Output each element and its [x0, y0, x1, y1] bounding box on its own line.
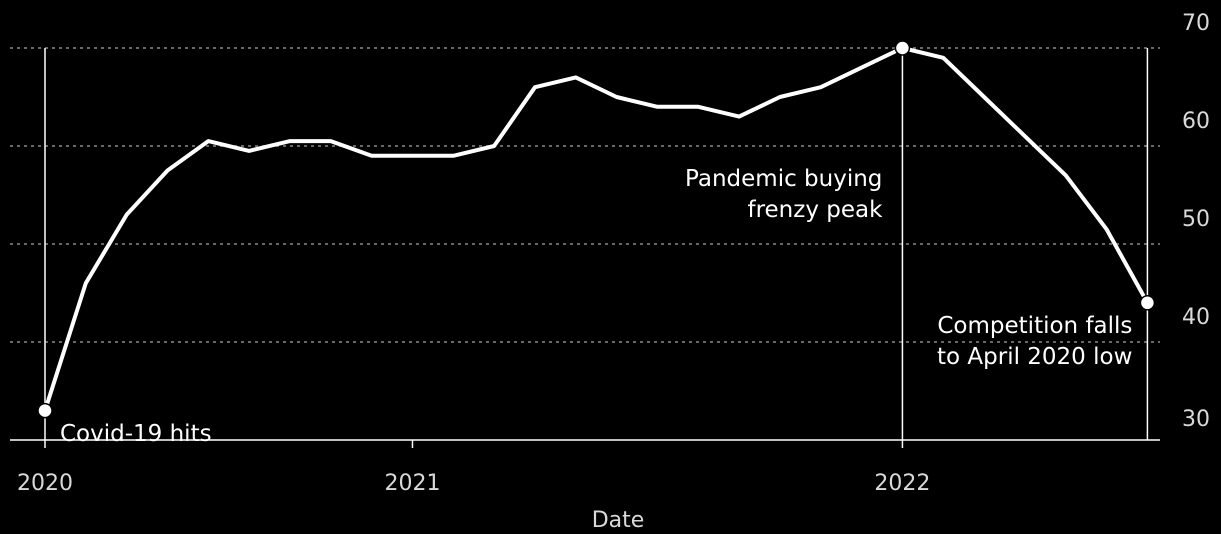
- annotation-text: Covid-19 hits: [60, 421, 212, 447]
- gridlines: [10, 47, 1160, 343]
- data-point-marker: [1139, 295, 1156, 311]
- y-tick-label: 50: [1182, 207, 1210, 232]
- annotation-text: to April 2020 low: [937, 344, 1132, 370]
- annotations: Covid-19 hits Pandemic buying frenzy peak C…: [60, 166, 1132, 447]
- x-tick-label: 2021: [384, 471, 440, 496]
- y-tick-label: 60: [1182, 109, 1210, 134]
- x-tick-label: 2022: [874, 471, 930, 496]
- markers: [37, 40, 1156, 419]
- y-tick-label: 40: [1182, 305, 1210, 330]
- series-line: [43, 46, 1150, 413]
- x-axis: 2020 2021 2022: [10, 439, 1160, 496]
- data-point-marker: [37, 402, 53, 419]
- data-point-marker: [894, 40, 911, 56]
- annotation-text: Competition falls: [937, 313, 1132, 339]
- y-tick-label: 70: [1182, 11, 1210, 36]
- x-axis-title: Date: [592, 508, 645, 533]
- annotation-lines: [44, 48, 1149, 440]
- x-tick-label: 2020: [17, 471, 73, 496]
- y-tick-label: 30: [1182, 407, 1210, 432]
- annotation-text: Pandemic buying: [685, 166, 882, 192]
- y-axis: 30 40 50 60 70: [1182, 11, 1210, 432]
- series: [43, 46, 1150, 413]
- annotation-text: frenzy peak: [747, 197, 883, 223]
